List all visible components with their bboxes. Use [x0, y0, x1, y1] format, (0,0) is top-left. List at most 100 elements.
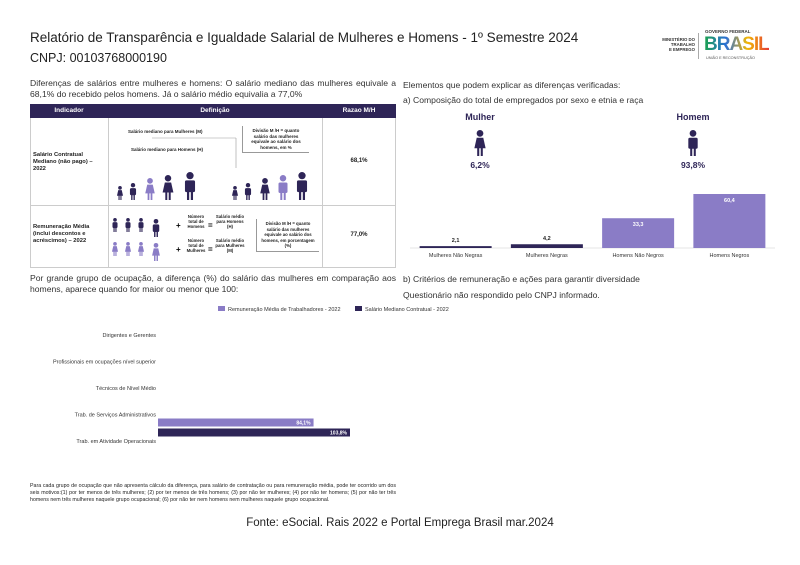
person-head [298, 172, 306, 180]
person-head [279, 175, 287, 182]
person-body [116, 190, 124, 196]
person-head [126, 242, 130, 246]
gender-share: 93,8% [681, 160, 706, 170]
cnpj: CNPJ: 00103768000190 [30, 51, 167, 65]
person-leg [262, 192, 265, 200]
person-leg [141, 251, 143, 256]
person-body [125, 222, 131, 229]
government: GOVERNO FEDERAL [705, 29, 751, 34]
person-body [111, 246, 119, 252]
brand: BRASIL [704, 34, 770, 56]
person-head [139, 242, 143, 246]
row-divider [30, 205, 396, 206]
title: Relatório de Transparência e Igualdade S… [30, 30, 579, 45]
person-head [139, 218, 143, 222]
symbol: = [208, 221, 213, 230]
bar [158, 418, 314, 427]
col-divider [108, 118, 109, 268]
person-leg [302, 191, 306, 200]
person-head [164, 175, 172, 182]
person-leg [113, 251, 115, 256]
value-label: 103,8% [330, 431, 348, 437]
indicator: Salário Contratual Mediano (não pago) – … [33, 152, 93, 172]
bar [693, 194, 766, 248]
person-leg [154, 231, 156, 237]
header-cell: Razao M/H [342, 107, 376, 114]
person-body [152, 248, 160, 256]
ratio: 68,1% [350, 158, 368, 164]
legend-swatch [218, 306, 225, 311]
person-head [130, 183, 136, 188]
person-head [153, 219, 159, 224]
person-head [126, 218, 130, 222]
category-label: Trab. de Serviços Administrativos [75, 413, 157, 419]
person-body [145, 184, 155, 194]
person-leg [115, 251, 117, 256]
ministry-line: MINISTÉRIO DO [662, 37, 695, 42]
person-body [474, 137, 486, 149]
person-leg [113, 227, 115, 232]
person-leg [131, 194, 133, 200]
person-body [231, 190, 239, 196]
person-head [476, 130, 484, 137]
value-label: 84,1% [296, 421, 311, 427]
definition: Salário mediano para Mulheres (M) [128, 129, 203, 134]
brand-text: BRASIL [704, 34, 770, 55]
person-leg [150, 192, 153, 200]
section-a: a) Composição do total de empregados por… [403, 95, 644, 105]
gender-label: Mulher [465, 112, 495, 122]
value-label: 33,3 [633, 222, 644, 228]
category-label: Mulheres Não Negras [429, 253, 483, 259]
person-leg [139, 251, 141, 256]
person-leg [690, 147, 693, 156]
ministry-line: TRABALHO [670, 42, 695, 47]
section-b: b) Critérios de remuneração e ações para… [403, 274, 640, 284]
person-leg [693, 147, 696, 156]
person-leg [139, 227, 141, 232]
person-body [162, 182, 174, 193]
footnote: Para cada grupo de ocupação que não apre… [30, 483, 396, 503]
person-head [233, 186, 237, 190]
source: Fonte: eSocial. Rais 2022 e Portal Empre… [246, 517, 554, 529]
section-b-text: Questionário não respondido pelo CNPJ in… [403, 290, 600, 300]
person-leg [128, 227, 130, 232]
value-label: 4,2 [543, 236, 551, 242]
person-leg [168, 192, 171, 200]
person-head [113, 242, 117, 246]
category-label: Homens Não Negros [612, 253, 664, 259]
person-body [184, 180, 196, 193]
value-label: 2,1 [452, 238, 460, 244]
gender-share: 6,2% [470, 160, 490, 170]
person-leg [128, 251, 130, 256]
person-leg [186, 191, 190, 200]
definition: Número total de Homens [187, 214, 205, 229]
person-leg [126, 251, 128, 256]
header-cell: Indicador [54, 107, 84, 114]
bar [419, 246, 492, 248]
person-leg [248, 194, 250, 200]
person-body [278, 182, 288, 193]
value-label: 60,4 [724, 198, 736, 204]
person-head [147, 178, 153, 184]
occupation-intro: Por grande grupo de ocupação, a diferenç… [30, 273, 396, 294]
category-label: Mulheres Negras [526, 253, 568, 259]
symbol: + [176, 221, 181, 230]
person-body [129, 188, 137, 196]
definition-note: Divisão M /H = quanto salário das mulher… [256, 219, 319, 252]
person-leg [165, 192, 168, 200]
person-leg [265, 192, 268, 200]
symbol: = [208, 245, 213, 254]
person-head [262, 178, 268, 184]
person-head [153, 243, 159, 248]
person-leg [233, 195, 235, 200]
person-body [260, 184, 270, 194]
definition-note: Divisão M /H = quanto salário das mulher… [242, 126, 309, 153]
person-body [152, 224, 160, 232]
person-leg [133, 194, 135, 200]
indicator: Remuneração Média (inclui descontos e ac… [33, 224, 90, 244]
symbol: + [176, 245, 181, 254]
person-body [112, 222, 118, 229]
person-head [113, 218, 117, 222]
